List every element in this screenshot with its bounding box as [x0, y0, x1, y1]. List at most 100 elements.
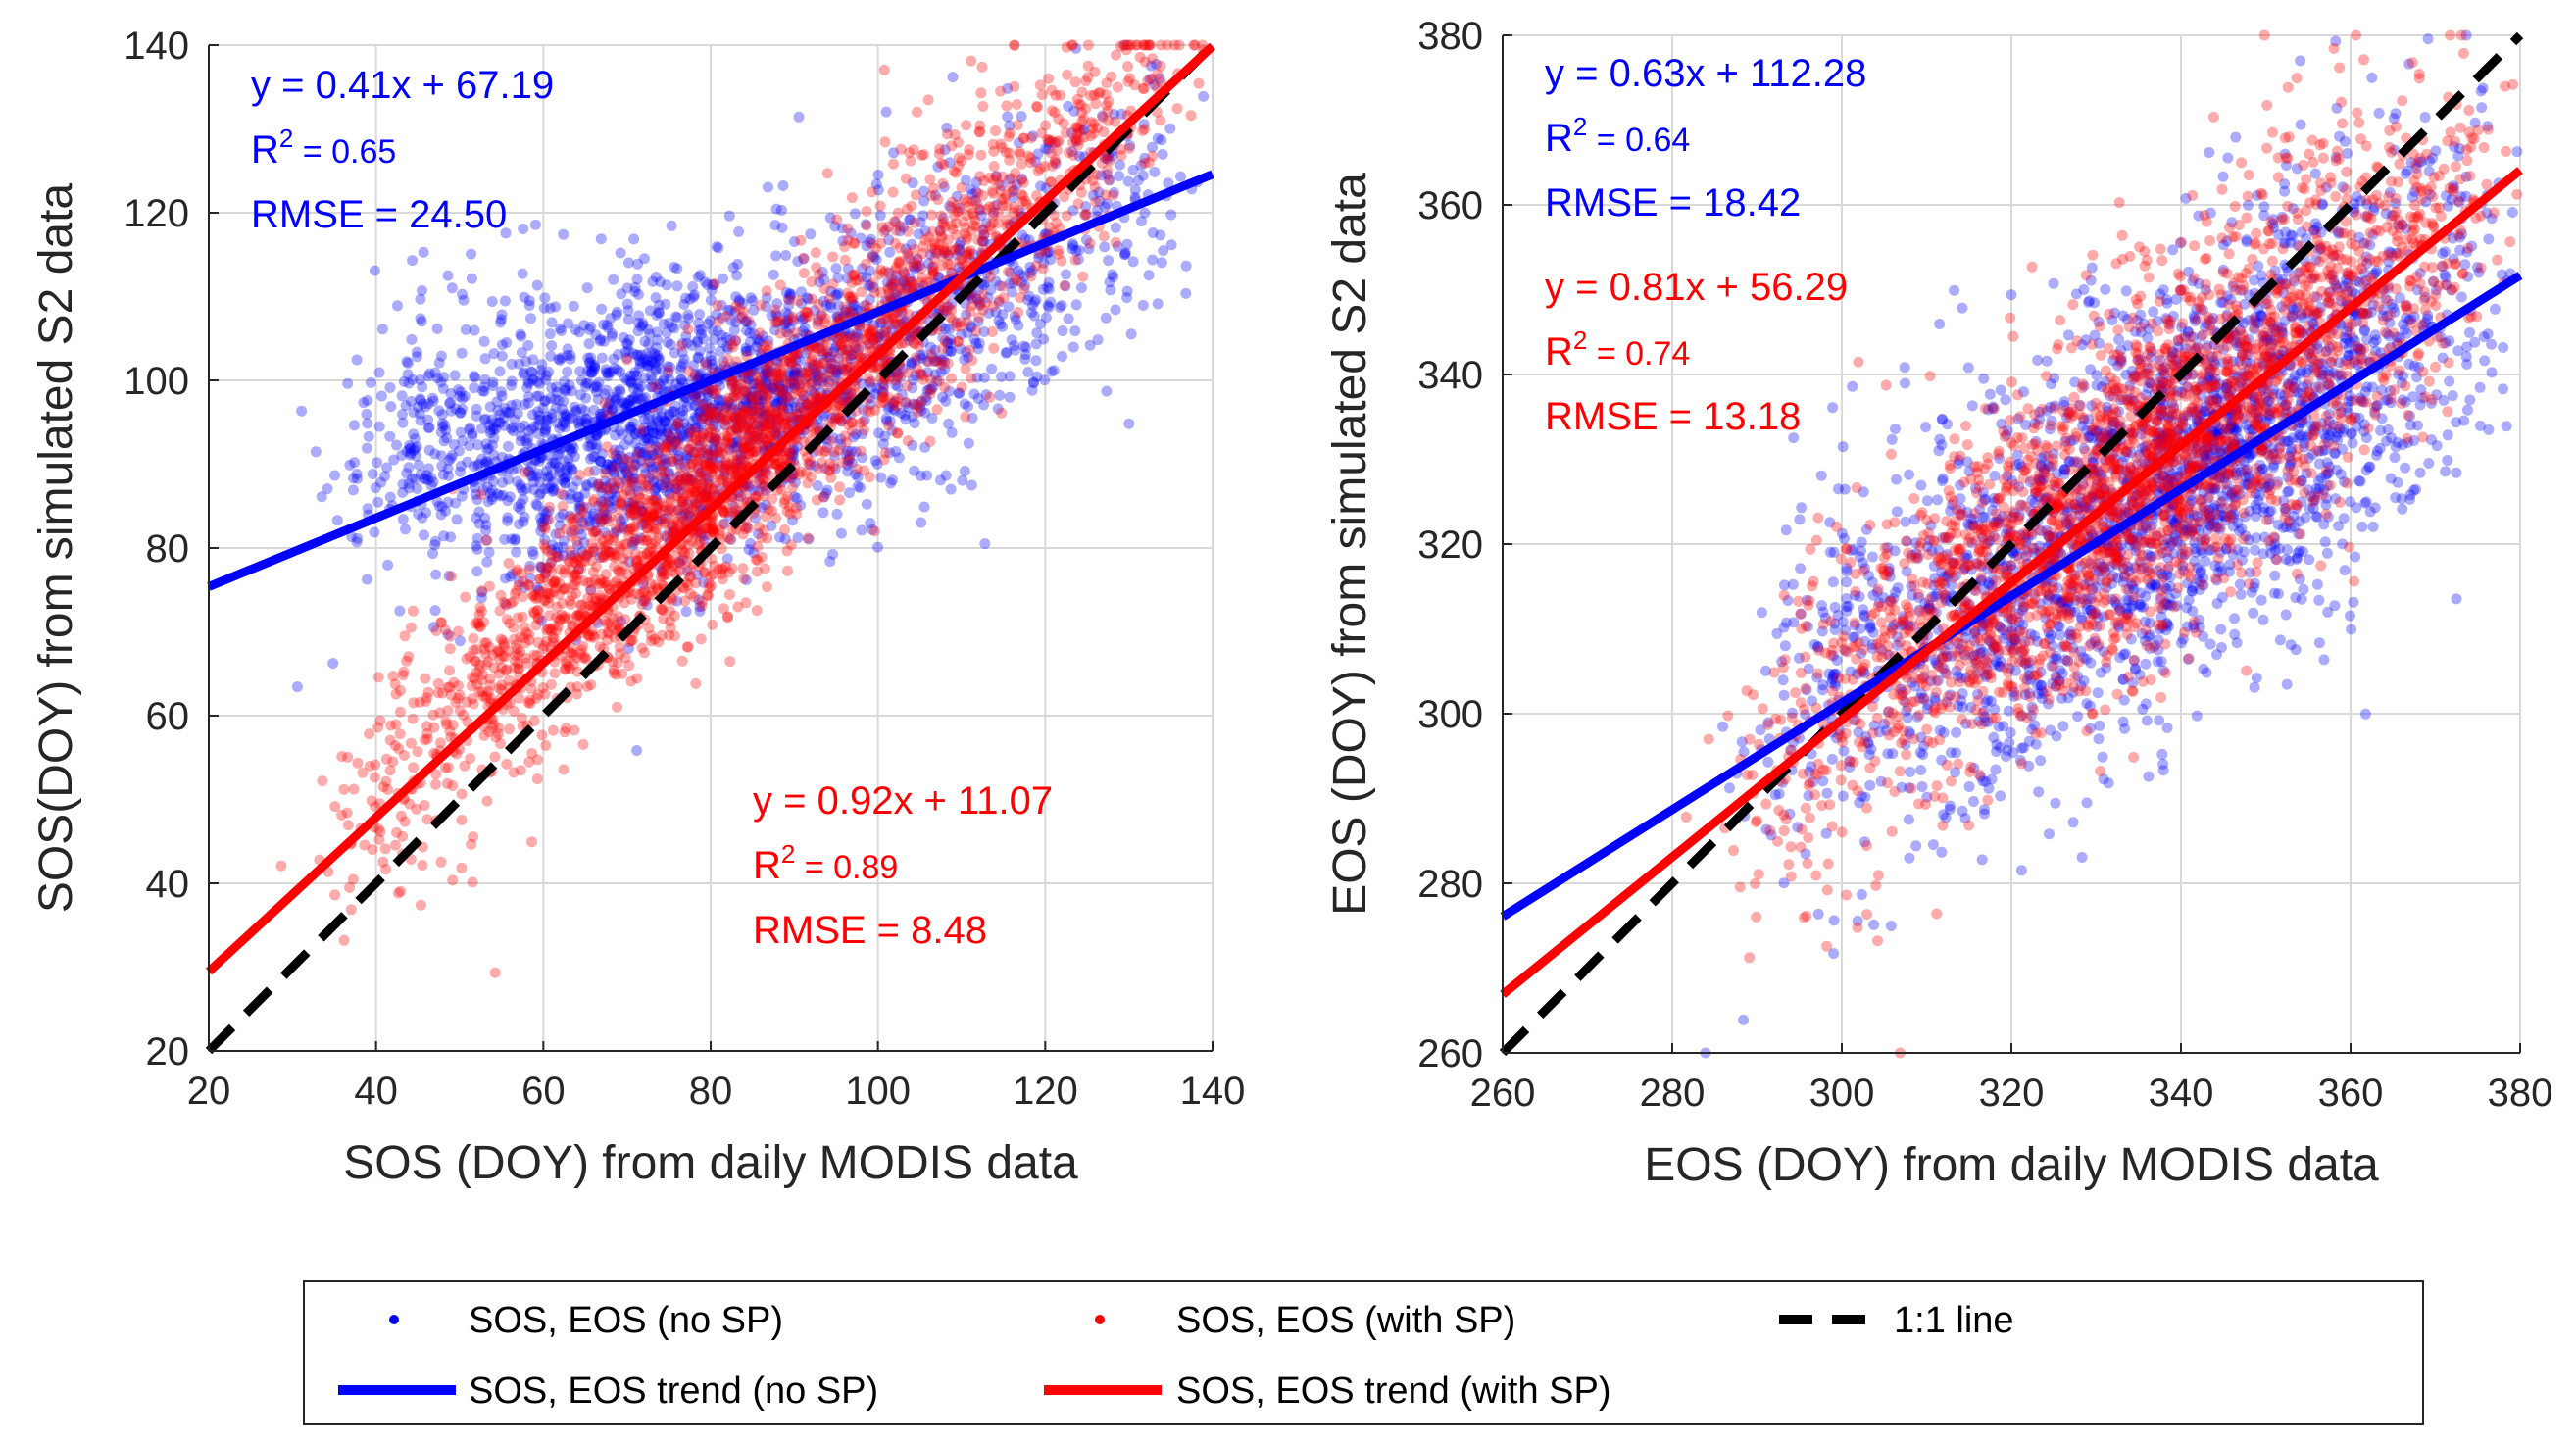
sos-point — [711, 412, 722, 424]
sos-point — [656, 406, 668, 418]
sos-point — [583, 338, 595, 350]
sos-point — [761, 285, 772, 297]
sos-point — [348, 783, 360, 795]
sos-point — [578, 520, 590, 531]
sos-point — [866, 251, 877, 263]
sos-point — [515, 430, 526, 442]
sos-point — [718, 356, 729, 368]
sos-point — [1060, 127, 1071, 138]
sos-point — [874, 200, 886, 212]
sos-point — [927, 266, 939, 277]
sos-point — [469, 382, 480, 394]
sos-point — [655, 380, 667, 392]
sos-point — [646, 347, 658, 359]
sos-point — [994, 389, 1006, 401]
sos-point — [373, 833, 385, 845]
sos-point — [1018, 340, 1030, 352]
sos-point — [611, 458, 622, 470]
sos-point — [947, 72, 959, 83]
sos-point — [464, 424, 475, 435]
sos-point — [1025, 271, 1037, 282]
sos-point — [743, 414, 755, 425]
sos-point — [867, 186, 878, 198]
sos-point — [588, 493, 600, 505]
sos-point — [595, 233, 607, 245]
sos-point — [721, 436, 733, 448]
sos-point — [596, 628, 608, 640]
sos-point — [817, 507, 829, 519]
sos-point — [400, 524, 411, 535]
sos-point — [1009, 340, 1020, 352]
sos-point — [656, 629, 668, 641]
sos-point — [974, 171, 986, 182]
sos-point — [358, 397, 370, 409]
sos-point — [986, 185, 998, 197]
sos-point — [1110, 304, 1121, 316]
sos-point — [825, 351, 837, 363]
sos-point — [546, 340, 558, 352]
sos-point — [964, 144, 975, 156]
sos-point — [961, 196, 972, 208]
sos-point — [544, 501, 556, 513]
sos-point — [660, 298, 671, 310]
sos-point — [722, 611, 734, 623]
sos-point — [569, 451, 580, 463]
sos-point — [671, 280, 683, 292]
sos-point — [373, 421, 385, 432]
sos-point — [342, 820, 354, 831]
sos-point — [474, 602, 486, 614]
sos-point — [436, 409, 448, 421]
sos-point — [1155, 60, 1166, 72]
sos-point — [673, 450, 685, 462]
sos-point — [460, 591, 471, 603]
sos-point — [647, 275, 659, 287]
sos-point — [973, 126, 985, 138]
sos-point — [1084, 339, 1096, 351]
sos-point — [788, 445, 799, 457]
sos-point — [1103, 255, 1115, 267]
sos-point — [408, 697, 420, 709]
sos-point — [553, 462, 565, 474]
sos-point — [956, 381, 967, 393]
sos-point — [728, 437, 740, 449]
sos-point — [676, 655, 688, 667]
sos-point — [776, 384, 788, 396]
sos-point — [890, 379, 902, 391]
sos-point — [1099, 241, 1111, 253]
sos-point — [706, 284, 718, 296]
sos-point — [501, 758, 513, 770]
sos-point — [1043, 301, 1055, 313]
sos-point — [746, 404, 758, 416]
sos-point — [631, 449, 643, 460]
sos-point — [544, 461, 556, 473]
sos-point — [1110, 236, 1121, 248]
sos-point — [508, 767, 520, 778]
sos-point — [527, 589, 539, 601]
sos-point — [810, 247, 821, 259]
sos-point — [655, 603, 667, 615]
sos-point — [586, 368, 598, 379]
sos-point — [621, 282, 633, 294]
sos-point — [471, 543, 483, 555]
sos-point — [394, 728, 406, 740]
sos-point — [539, 524, 551, 534]
sos-point — [671, 263, 683, 274]
sos-point — [877, 438, 889, 450]
sos-point — [1057, 351, 1067, 362]
sos-point — [511, 546, 522, 558]
sos-point — [641, 348, 653, 360]
sos-point — [650, 365, 662, 376]
sos-point — [707, 619, 718, 630]
sos-point — [550, 301, 562, 313]
sos-point — [1026, 307, 1037, 319]
sos-point — [692, 538, 704, 550]
sos-point — [384, 765, 396, 776]
sos-point — [793, 111, 805, 123]
sos-point — [917, 370, 929, 381]
sos-point — [462, 456, 473, 468]
sos-point — [397, 514, 409, 525]
sos-point — [607, 404, 618, 416]
sos-point — [952, 336, 964, 347]
sos-point — [946, 140, 958, 152]
sos-point — [570, 406, 581, 418]
